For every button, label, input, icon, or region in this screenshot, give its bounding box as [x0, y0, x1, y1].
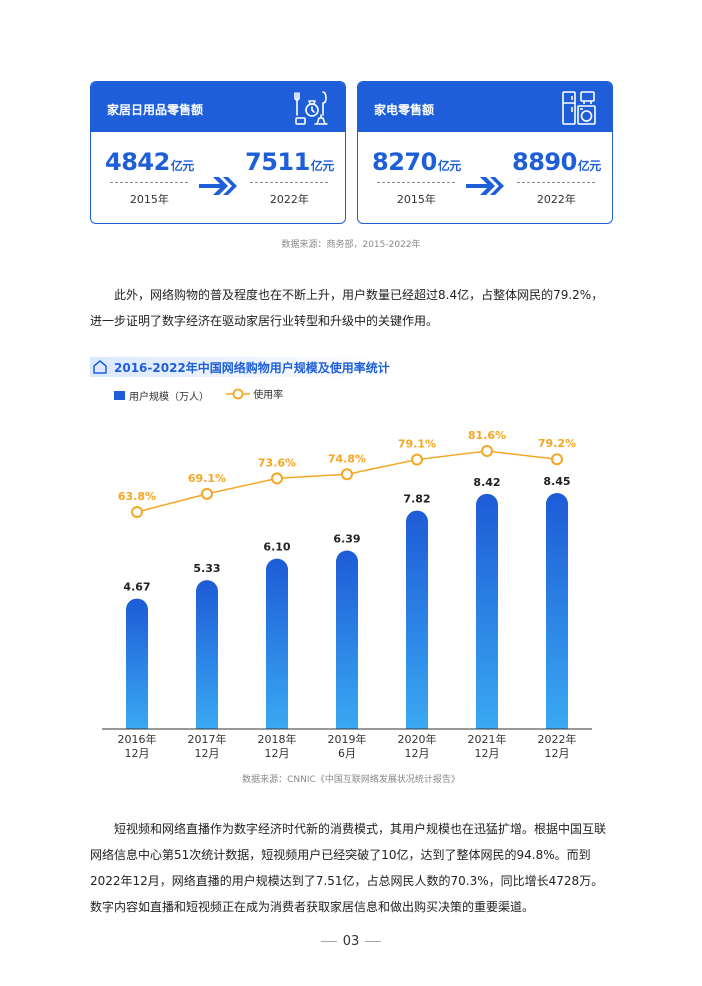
line-point — [201, 487, 213, 500]
x-tick-label: 2019年 — [328, 732, 367, 746]
stat-value: 7511 — [245, 148, 310, 176]
x-tick-label: 2016年 — [118, 732, 157, 746]
stat-card-household: 家居日用品零售额 4842亿元 2015年 7511亿元 2022年 — [90, 81, 346, 224]
paragraph-text: 短视频和网络直播作为数字经济时代新的消费模式，其用户规模也在迅猛扩增。根据中国互… — [90, 822, 607, 914]
legend-label: 用户规模（万人） — [129, 391, 209, 403]
household-goods-icon — [294, 91, 328, 125]
line-value-label: 79.2% — [538, 437, 576, 450]
bar — [406, 510, 428, 729]
stat-unit: 亿元 — [577, 159, 602, 173]
bar — [546, 493, 568, 729]
x-tick-label: 2020年 — [398, 732, 437, 746]
double-chevron-right-icon — [199, 177, 237, 195]
appliances-icon — [562, 91, 596, 125]
x-tick-label: 12月 — [265, 747, 290, 760]
bar — [196, 580, 218, 729]
bar-value-label: 7.82 — [403, 493, 430, 506]
stat-value: 8270 — [372, 148, 437, 176]
card-title: 家居日用品零售额 — [107, 103, 204, 117]
stat-year: 2015年 — [129, 193, 169, 206]
card-header: 家电零售额 — [358, 82, 612, 132]
page-number: 03 — [0, 934, 702, 949]
x-tick-label: 12月 — [405, 747, 430, 760]
page-number-text: 03 — [342, 934, 360, 949]
divider — [250, 182, 329, 183]
x-tick-label: 2017年 — [188, 732, 227, 746]
stat-unit: 亿元 — [310, 159, 335, 173]
bar-value-label: 4.67 — [123, 581, 150, 594]
double-chevron-right-icon — [466, 177, 504, 195]
bar — [266, 558, 288, 729]
chart-title-row: 2016-2022年中国网络购物用户规模及使用率统计 — [90, 357, 612, 377]
x-tick-label: 12月 — [125, 747, 150, 760]
legend-item-bar: 用户规模（万人） — [114, 388, 209, 403]
stat-from: 4842亿元 2015年 — [105, 148, 194, 207]
paragraph: 短视频和网络直播作为数字经济时代新的消费模式，其用户规模也在迅猛扩增。根据中国互… — [90, 816, 610, 920]
stat-to: 7511亿元 2022年 — [245, 148, 334, 207]
chart: 4.675.336.106.397.828.42 8.452016年12月2017… — [102, 429, 592, 760]
x-tick-label: 6月 — [338, 747, 356, 760]
line-value-label: 74.8% — [328, 452, 366, 465]
home-icon — [93, 360, 107, 374]
paragraph-text: 此外，网络购物的普及程度也在不断上升，用户数量已经超过8.4亿，占整体网民的79… — [90, 288, 604, 328]
bar-value-label: 8.42 — [473, 476, 500, 489]
chart-title-background — [90, 357, 390, 377]
divider — [110, 182, 189, 183]
bar-value-label: 8.45 — [543, 475, 570, 488]
stat-year: 2015年 — [396, 193, 436, 206]
divider — [377, 182, 456, 183]
line-value-label: 69.1% — [188, 472, 226, 485]
line-value-label: 81.6% — [468, 429, 506, 442]
x-tick-label: 2021年 — [468, 732, 507, 746]
line-point — [271, 472, 283, 485]
stat-unit: 亿元 — [170, 159, 195, 173]
stat-unit: 亿元 — [437, 159, 462, 173]
stat-to: 8890亿元 2022年 — [512, 148, 601, 207]
x-tick-label: 12月 — [545, 747, 570, 760]
card-header: 家居日用品零售额 — [91, 82, 345, 132]
line-point — [551, 453, 563, 466]
paragraph: 此外，网络购物的普及程度也在不断上升，用户数量已经超过8.4亿，占整体网民的79… — [90, 282, 610, 334]
legend-line-marker — [226, 388, 251, 399]
legend-item-line: 使用率 — [226, 386, 283, 401]
stat-value: 4842 — [105, 148, 170, 176]
line-value-label: 73.6% — [258, 456, 296, 469]
divider — [517, 182, 596, 183]
bar-value-label: 6.10 — [263, 541, 290, 554]
line-point — [131, 506, 143, 518]
chart-title: 2016-2022年中国网络购物用户规模及使用率统计 — [114, 361, 390, 375]
bar-value-label: 5.33 — [193, 562, 220, 575]
chart-legend: 用户规模（万人） 使用率 — [114, 386, 297, 403]
x-tick-label: 12月 — [475, 747, 500, 760]
legend-swatch — [114, 390, 125, 400]
stat-card-appliances: 家电零售额 8270亿元 2015年 8890亿元 2022年 — [357, 81, 613, 224]
line-value-label: 63.8% — [118, 490, 156, 503]
card-title: 家电零售额 — [374, 103, 435, 117]
stat-from: 8270亿元 2015年 — [372, 148, 461, 207]
x-tick-label: 2022年 — [538, 732, 577, 746]
bar-value-label: 6.39 — [333, 533, 360, 546]
x-tick-label: 2018年 — [258, 732, 297, 746]
bar — [476, 493, 498, 729]
line-point — [341, 468, 353, 481]
bar — [336, 550, 358, 729]
source-note: 数据来源：CNNIC《中国互联网络发展状况统计报告》 — [242, 775, 460, 785]
line-point — [411, 453, 423, 466]
stat-value: 8890 — [512, 148, 577, 176]
line-point — [481, 445, 493, 457]
x-tick-label: 12月 — [195, 747, 220, 760]
legend-label: 使用率 — [253, 390, 284, 401]
stat-year: 2022年 — [536, 193, 576, 206]
stat-year: 2022年 — [269, 193, 309, 206]
source-note: 数据来源：商务部，2015-2022年 — [281, 240, 421, 250]
line-value-label: 79.1% — [398, 438, 436, 451]
bar — [126, 598, 148, 729]
